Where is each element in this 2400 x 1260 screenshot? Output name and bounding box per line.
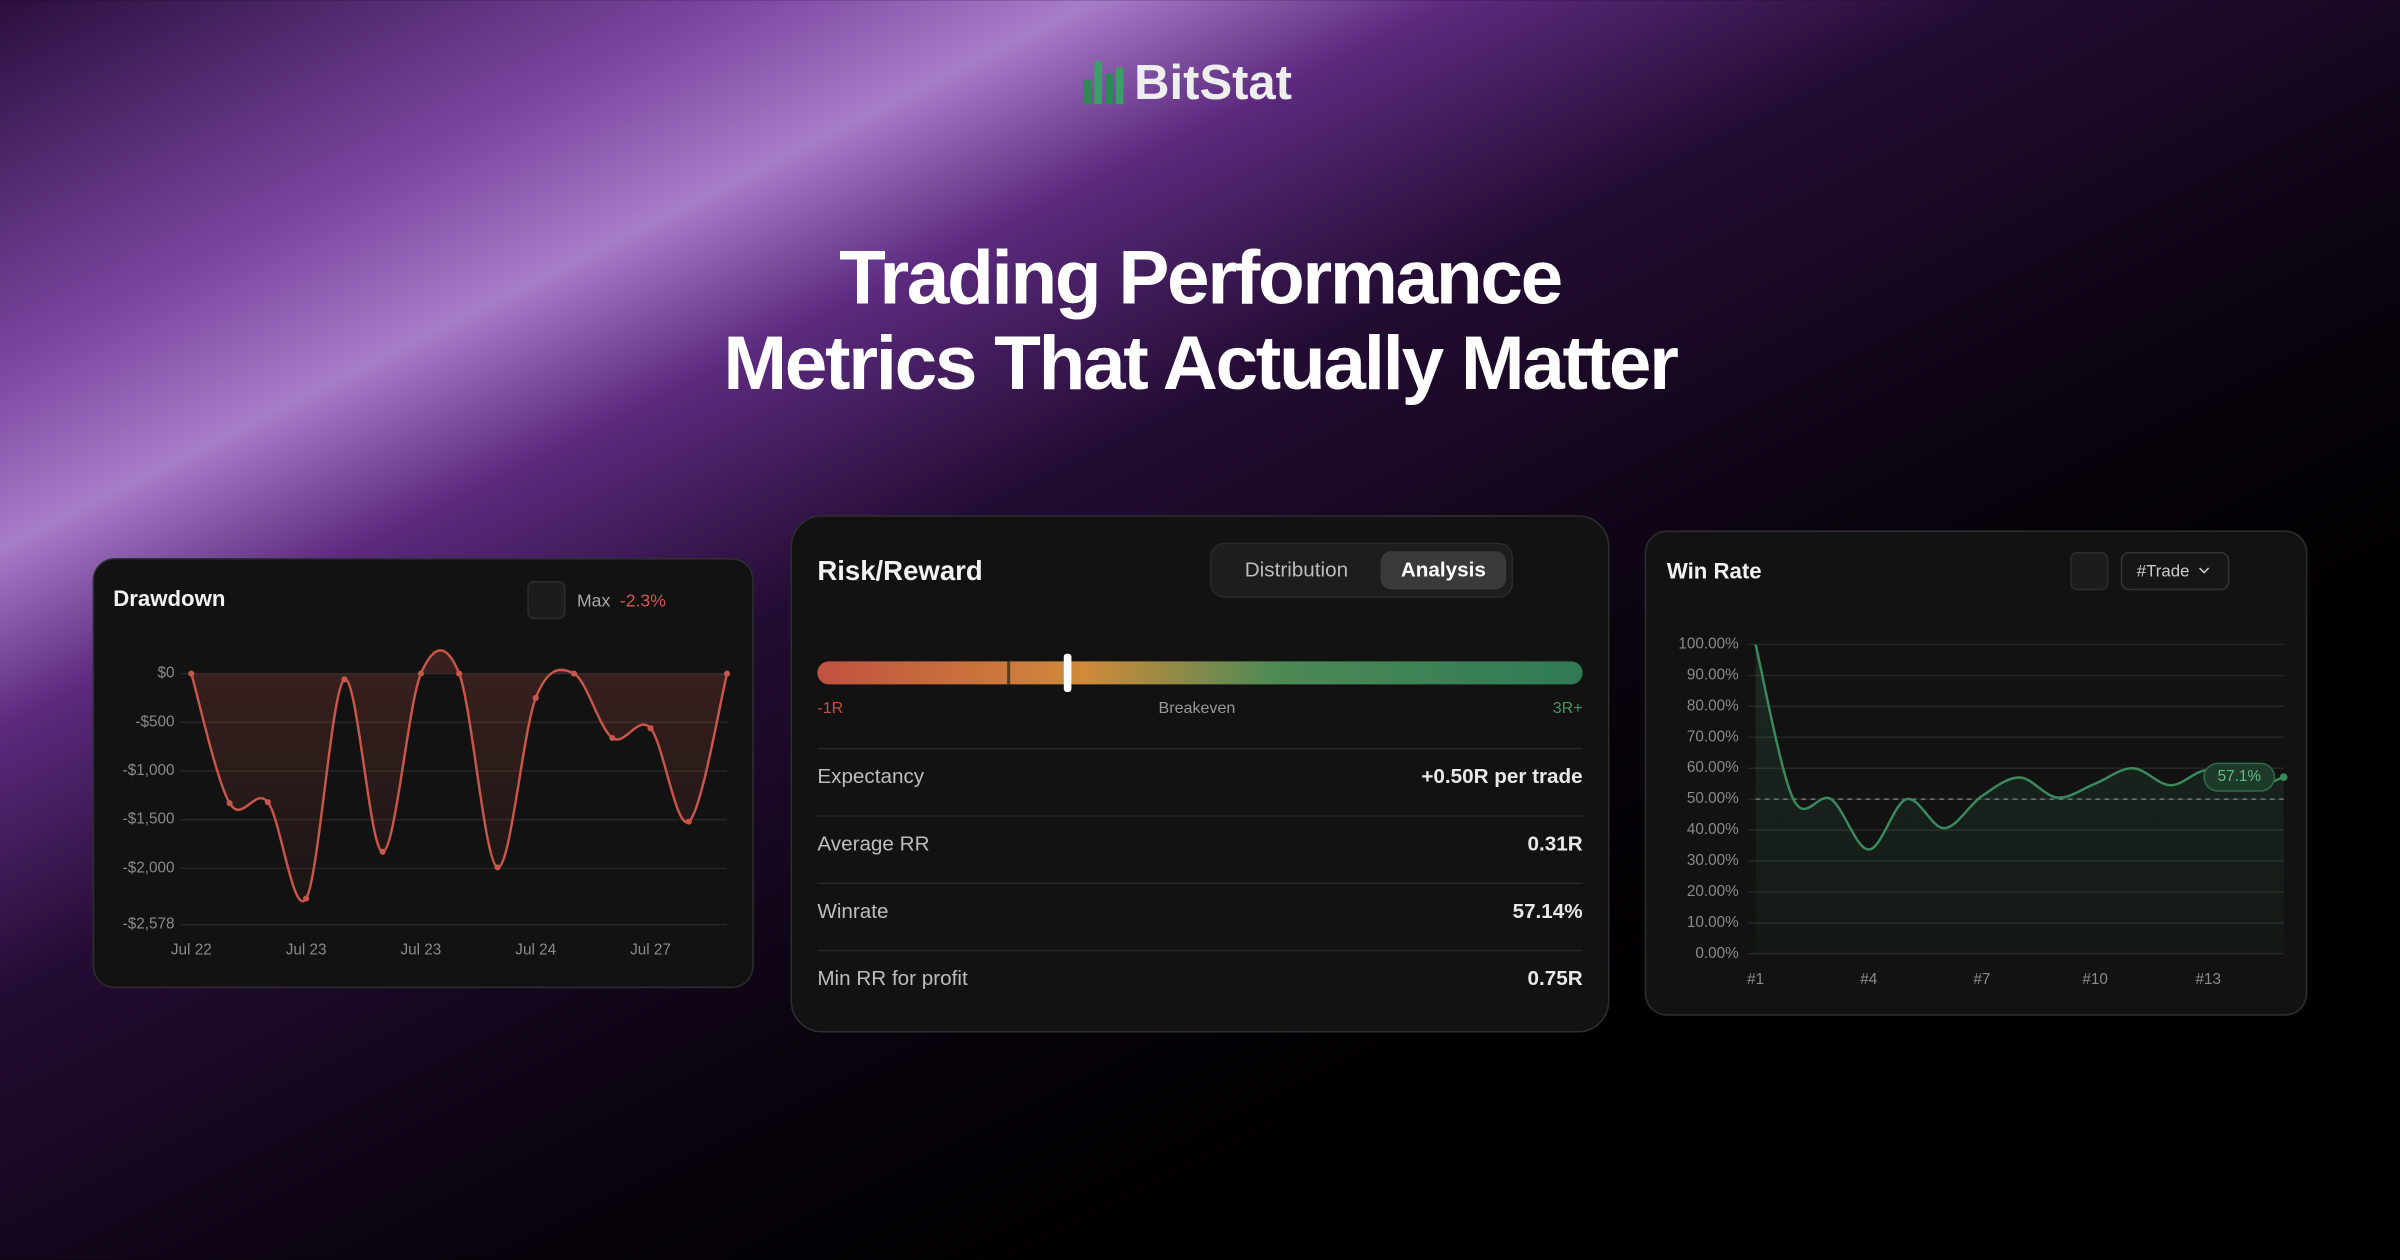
y-tick-label: 40.00%	[1687, 821, 1739, 838]
expand-button[interactable]	[2070, 551, 2109, 591]
row-value: 0.31R	[1528, 833, 1583, 856]
expand-button[interactable]	[527, 581, 566, 620]
x-tick-label: Jul 23	[401, 942, 442, 959]
gauge-bar	[817, 661, 1583, 685]
card-title: Win Rate	[1667, 558, 1762, 583]
row-value: 57.14%	[1513, 900, 1583, 923]
x-tick-label: #1	[1747, 971, 1764, 988]
point	[532, 694, 539, 702]
card	[790, 515, 1610, 1033]
max-value: -2.3%	[620, 590, 666, 610]
x-tick-label: #7	[1973, 971, 1990, 988]
gauge-divider	[1007, 661, 1011, 685]
card-title: Risk/Reward	[817, 555, 982, 586]
y-tick-label: 90.00%	[1687, 667, 1739, 684]
point	[379, 848, 386, 855]
x-tick-label: Jul 24	[515, 942, 556, 959]
point	[341, 676, 348, 683]
card	[92, 558, 754, 989]
gauge-label: 3R+	[1553, 699, 1583, 717]
gauge-label: -1R	[817, 699, 843, 717]
row-value: 0.75R	[1528, 967, 1583, 990]
logo-text: BitStat	[1134, 56, 1292, 110]
line	[1754, 644, 2285, 851]
point	[226, 800, 233, 807]
x-tick-label: #4	[1860, 971, 1878, 988]
point	[494, 864, 501, 871]
row-label: Expectancy	[817, 765, 924, 788]
x-tick-label: #13	[2195, 971, 2221, 988]
y-tick-label: 70.00%	[1687, 728, 1739, 745]
annotation-pill	[2203, 762, 2276, 792]
point	[303, 895, 310, 902]
y-tick-label: 80.00%	[1687, 697, 1739, 714]
x-tick-label: Jul 27	[630, 942, 671, 959]
x-tick-label: Jul 22	[171, 942, 212, 959]
row-label: Average RR	[817, 833, 929, 856]
max-label: Max	[577, 590, 610, 610]
filter-dropdown[interactable]	[2120, 551, 2230, 591]
line	[190, 649, 729, 903]
point	[417, 670, 424, 677]
area	[191, 650, 728, 902]
row-label: Winrate	[817, 900, 888, 923]
point	[188, 670, 195, 677]
point	[264, 799, 271, 806]
filter-text: #Trade	[2137, 561, 2190, 580]
area	[1755, 644, 2284, 954]
point	[609, 734, 616, 741]
tab[interactable]: Analysis	[1401, 559, 1486, 582]
y-tick-label: 60.00%	[1687, 759, 1739, 776]
point	[723, 670, 731, 677]
y-tick-label: -$2,578	[123, 916, 175, 933]
dropdown-arrow	[2198, 567, 2210, 574]
row-label: Min RR for profit	[817, 967, 968, 990]
headline: Metrics That Actually Matter	[723, 321, 1678, 406]
gauge-marker	[1063, 653, 1072, 692]
y-tick-label: 100.00%	[1678, 636, 1739, 653]
x-tick-label: #10	[2082, 971, 2108, 988]
logo: BitStat	[1083, 56, 1292, 110]
y-tick-label: -$1,500	[123, 811, 175, 828]
annotation: 57.1%	[2218, 768, 2262, 785]
y-tick-label: 30.00%	[1687, 852, 1739, 869]
active-tab	[1380, 551, 1507, 590]
point	[570, 670, 578, 677]
y-tick-label: -$2,000	[123, 859, 175, 876]
gauge-label: Breakeven	[1159, 699, 1236, 717]
row-value: +0.50R per trade	[1421, 765, 1582, 788]
y-tick-label: $0	[157, 665, 174, 682]
point	[685, 818, 692, 825]
y-tick-label: -$1,000	[123, 762, 175, 779]
point	[456, 670, 463, 677]
x-tick-label: Jul 23	[286, 942, 327, 959]
last-point	[2279, 773, 2288, 782]
y-tick-label: 20.00%	[1687, 883, 1739, 900]
tab[interactable]: Distribution	[1245, 559, 1348, 582]
headline: Trading Performance	[839, 236, 1561, 321]
y-tick-label: 0.00%	[1695, 945, 1739, 962]
y-tick-label: 10.00%	[1687, 914, 1739, 931]
point	[647, 725, 654, 732]
y-tick-label: 50.00%	[1687, 790, 1739, 807]
y-tick-label: -$500	[135, 713, 174, 730]
card-title: Drawdown	[113, 586, 225, 611]
